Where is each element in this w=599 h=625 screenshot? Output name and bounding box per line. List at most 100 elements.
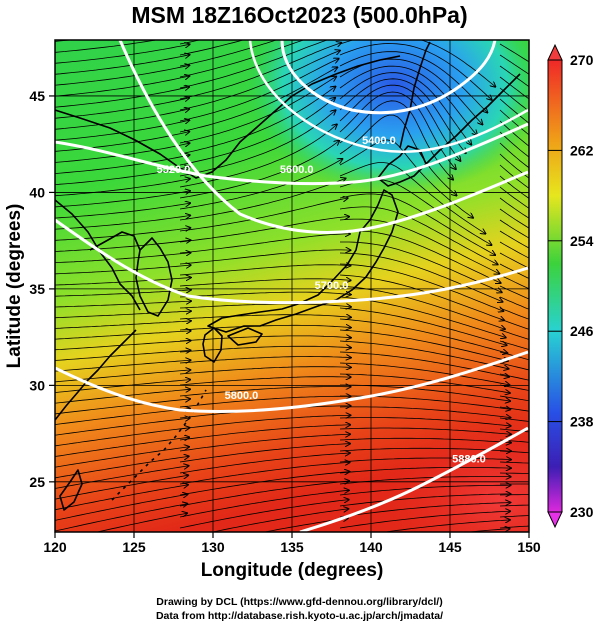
streamline: [55, 228, 190, 241]
colorbar-tick-label: 270: [570, 52, 594, 68]
streamline: [179, 198, 348, 232]
streamline: [499, 373, 529, 381]
x-tick-label: 120: [43, 539, 67, 555]
coastline-china-south: [55, 329, 137, 421]
streamline: [179, 472, 349, 496]
streamline: [55, 321, 191, 329]
coastlines: [55, 41, 521, 511]
streamline: [55, 494, 188, 521]
x-tick-label: 135: [280, 539, 304, 555]
x-tick-label: 150: [517, 539, 541, 555]
streamline: [499, 395, 529, 402]
streamline: [499, 164, 529, 189]
streamline: [55, 132, 189, 152]
streamline: [55, 109, 189, 130]
temperature-shading: [55, 40, 529, 532]
streamline: [179, 67, 337, 133]
streamline: [339, 329, 508, 361]
streamline: [179, 234, 350, 254]
streamline: [339, 417, 511, 426]
streamline: [179, 217, 349, 243]
streamline: [179, 462, 350, 485]
colorbar-bottom-arrow: [547, 511, 563, 529]
streamline: [339, 307, 507, 345]
y-axis-label: Latitude (degrees): [4, 204, 25, 369]
x-axis-label: Longitude (degrees): [201, 560, 384, 581]
streamline: [499, 263, 529, 279]
coastline-kuril: [425, 73, 521, 165]
contour-5800: [55, 350, 529, 413]
streamline: [55, 98, 189, 119]
streamline: [179, 279, 351, 287]
streamline: [55, 167, 190, 186]
streamline: [339, 458, 511, 462]
streamline: [339, 51, 487, 113]
streamline: [179, 40, 245, 56]
streamline: [55, 311, 191, 319]
contour-5400-outer: [248, 40, 529, 154]
streamline: [339, 84, 460, 161]
credit-data: Data from http://database.rish.kyoto-u.a…: [155, 610, 444, 622]
streamline: [55, 504, 187, 532]
streamline: [179, 434, 350, 452]
contour-label: 5880.0: [452, 454, 486, 466]
streamline: [179, 453, 350, 474]
streamline: [179, 377, 351, 386]
streamline: [339, 40, 495, 87]
contour-label: 5400.0: [362, 135, 396, 147]
streamline: [179, 87, 335, 155]
streamline: [339, 485, 511, 496]
streamline: [55, 418, 190, 436]
streamline: [55, 55, 189, 75]
streamline: [55, 389, 190, 404]
contour-5700: [55, 218, 529, 305]
streamline: [55, 240, 191, 252]
streamline: [339, 373, 510, 393]
streamline: [499, 197, 529, 219]
streamline: [339, 467, 511, 474]
streamline: [179, 336, 351, 342]
streamline: [339, 274, 504, 320]
contour-label: 5700.0: [315, 280, 349, 292]
streamline: [179, 250, 350, 265]
streamline: [465, 529, 510, 532]
colorbar: 270 262 254 246 238 230: [547, 43, 594, 529]
streamline: [499, 175, 529, 199]
streamline: [55, 179, 190, 197]
streamline: [499, 406, 529, 412]
streamline: [55, 360, 190, 372]
colorbar-tick-label: 262: [570, 142, 594, 158]
streamline: [179, 51, 340, 111]
y-tick-label: 40: [29, 184, 45, 200]
streamline: [339, 43, 492, 100]
streamline: [179, 40, 329, 89]
streamline: [179, 481, 349, 507]
chart-title: MSM 18Z16Oct2023 (500.0hPa): [131, 2, 468, 28]
streamline: [499, 219, 529, 239]
streamline: [339, 494, 511, 507]
streamline: [55, 475, 188, 500]
streamline: [499, 362, 529, 371]
x-tick-label: 130: [201, 539, 225, 555]
streamline: [499, 285, 529, 300]
streamline: [55, 380, 190, 393]
streamline: [340, 241, 502, 292]
streamline: [499, 252, 529, 269]
coastline-korea: [135, 237, 173, 317]
contour-label: 5800.0: [225, 390, 259, 402]
streamline: [339, 230, 501, 283]
streamline: [382, 520, 510, 532]
streamline: [55, 447, 189, 468]
streamline: [55, 428, 189, 447]
streamline: [339, 218, 499, 274]
colorbar-top-arrow: [547, 43, 563, 61]
streamline: [339, 503, 510, 518]
streamline: [55, 143, 189, 163]
colorbar-tick-label: 254: [570, 233, 594, 249]
streamline: [55, 40, 159, 53]
colorbar-tick-label: 230: [570, 504, 594, 520]
streamline: [55, 399, 190, 415]
contour-label: 5520.0: [157, 164, 191, 176]
streamline: [179, 367, 351, 375]
streamline: [179, 124, 337, 188]
